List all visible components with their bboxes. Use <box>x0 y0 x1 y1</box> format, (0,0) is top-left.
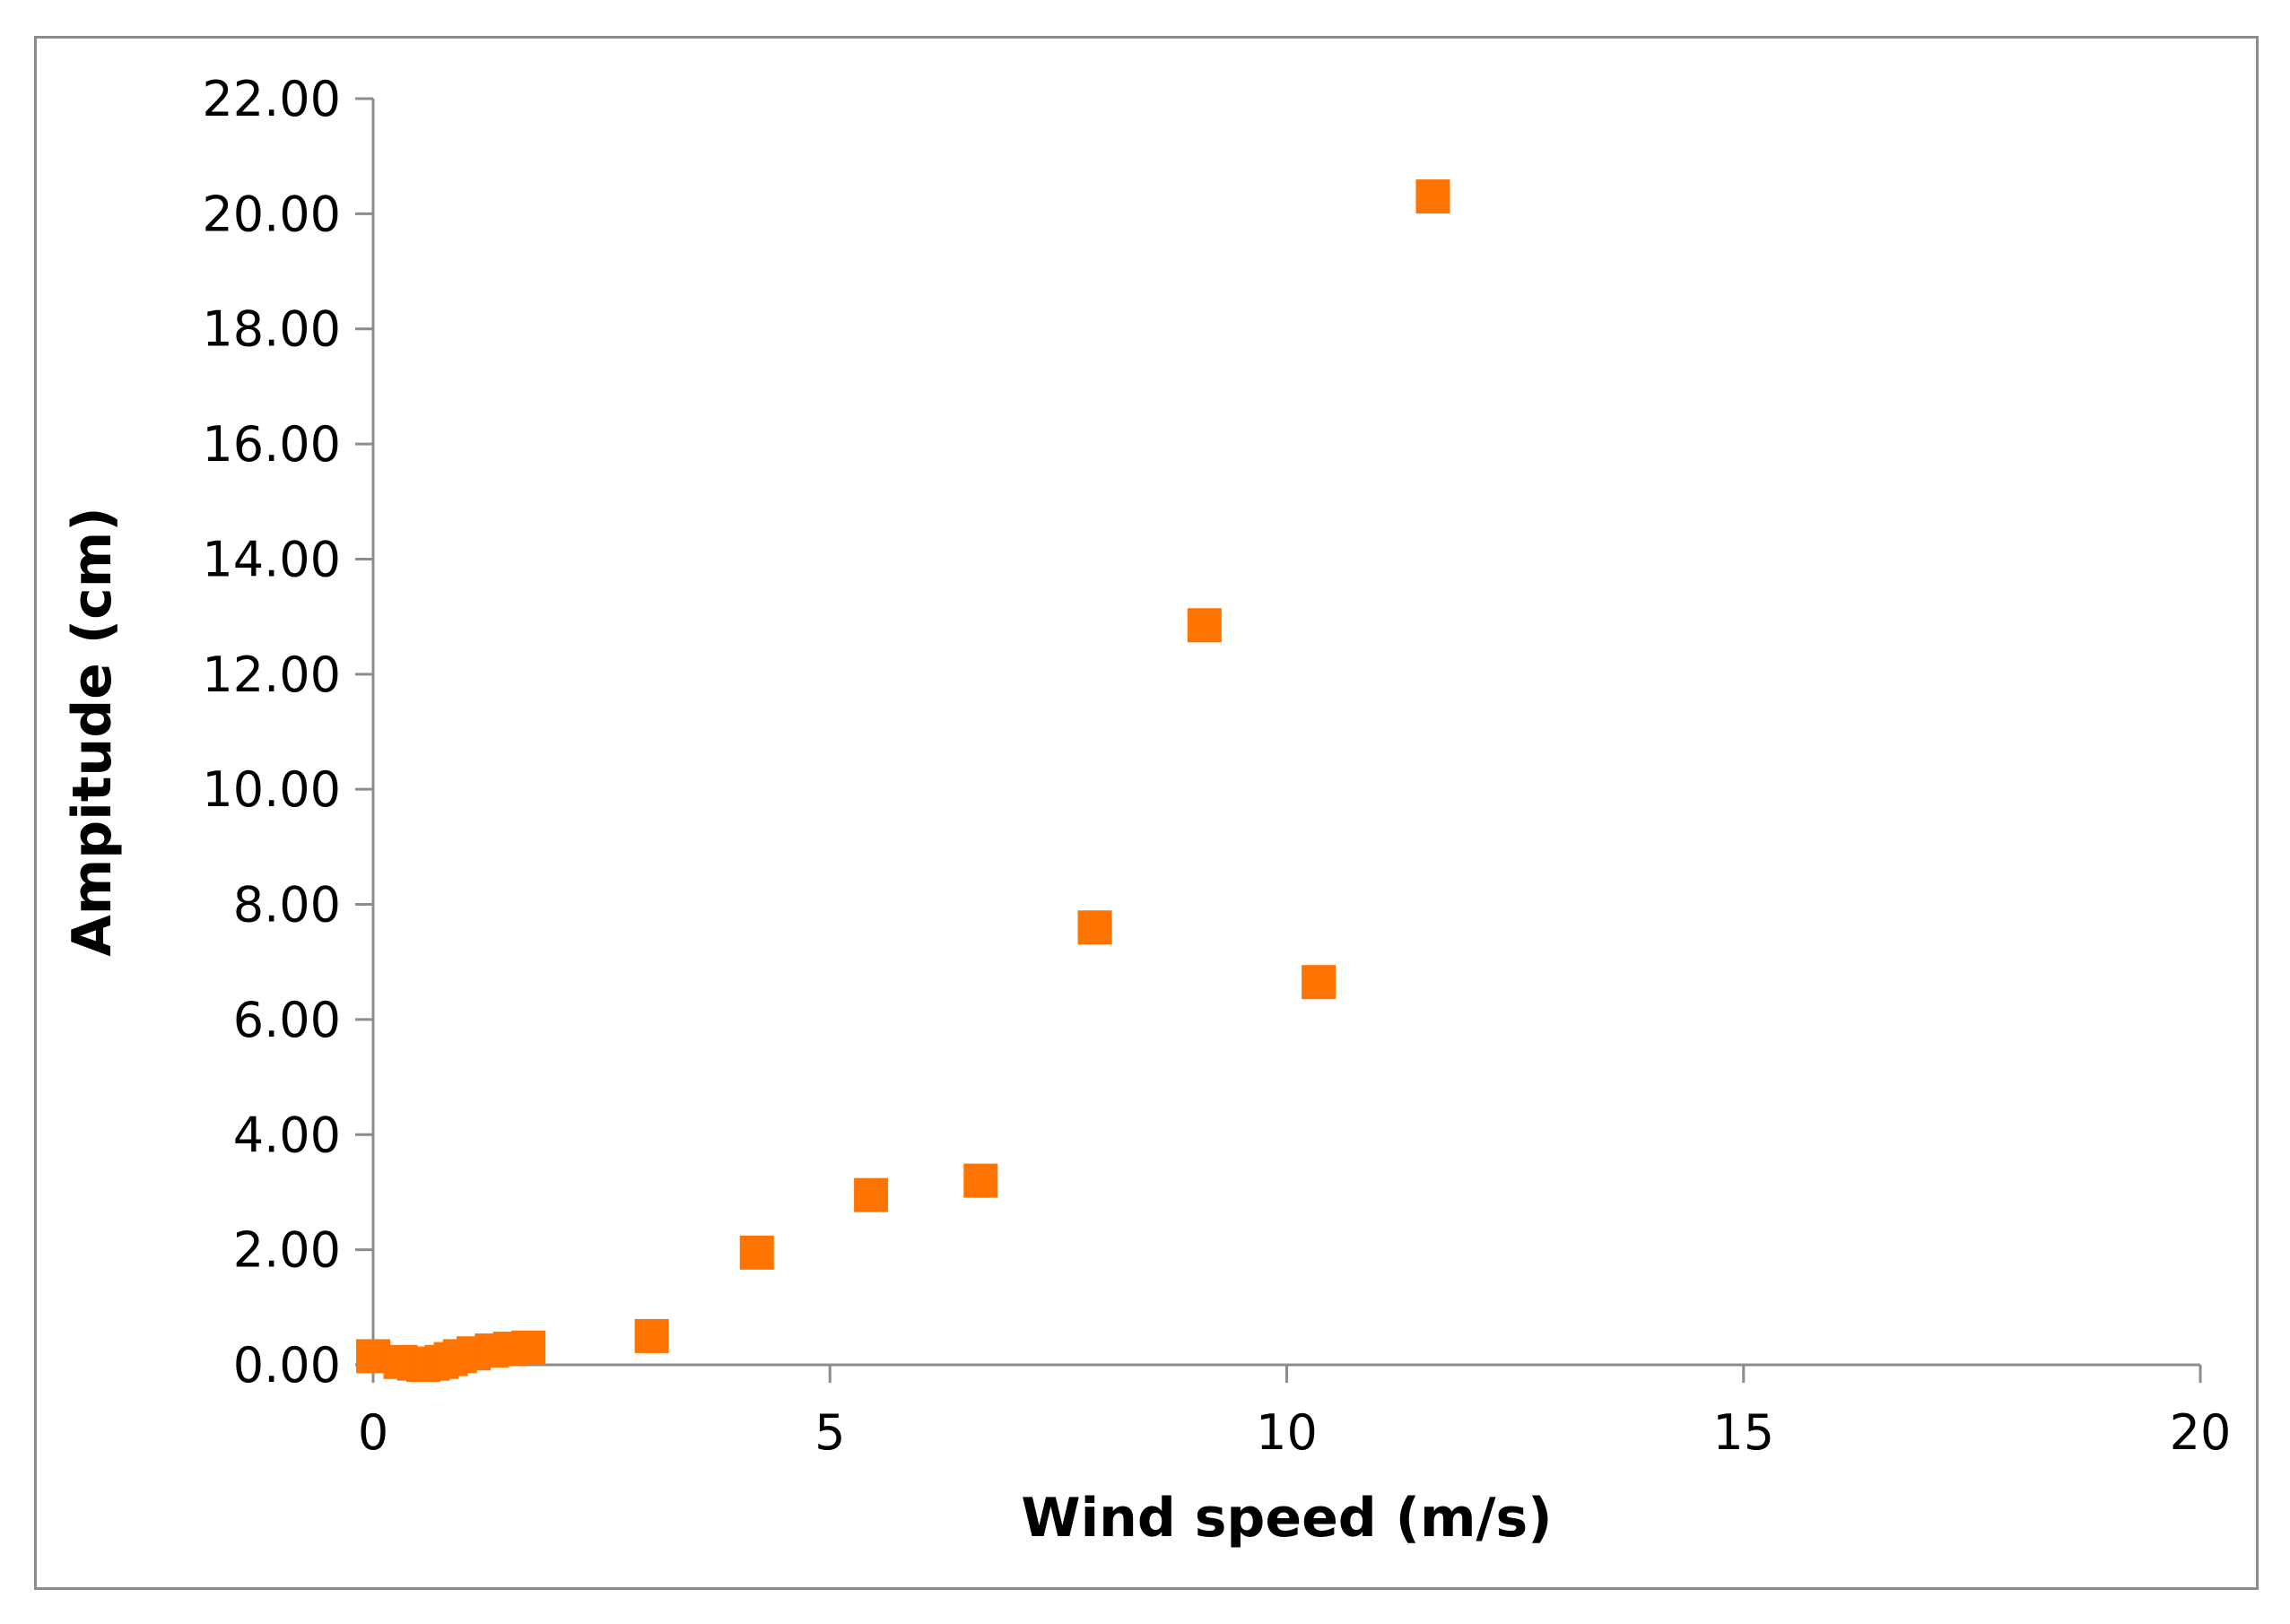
y-tick-label: 12.00 <box>202 647 341 703</box>
data-point <box>634 1318 669 1353</box>
y-tick-label: 6.00 <box>233 992 341 1048</box>
y-axis: 0.00 2.00 4.00 6.00 8.00 10.00 12.00 14.00 16.00… <box>202 71 375 1394</box>
data-point <box>963 1163 998 1198</box>
y-tick-label: 10.00 <box>202 761 341 818</box>
data-point <box>739 1235 774 1270</box>
chart-frame: 0.00 2.00 4.00 6.00 8.00 10.00 12.00 14.00 16.00… <box>34 36 2259 1590</box>
y-tick-label: 0.00 <box>233 1337 341 1394</box>
x-tick-label: 5 <box>814 1404 845 1461</box>
y-tick-label: 14.00 <box>202 531 341 587</box>
data-point <box>854 1177 889 1212</box>
y-tick-label: 22.00 <box>202 71 341 127</box>
data-point <box>1187 608 1222 643</box>
y-tick-label: 18.00 <box>202 301 341 358</box>
x-axis-title: Wind speed (m/s) <box>1021 1487 1552 1550</box>
data-point <box>1302 965 1337 1000</box>
y-tick-label: 8.00 <box>233 877 341 934</box>
y-tick-label: 4.00 <box>233 1107 341 1163</box>
x-tick-label: 0 <box>358 1404 388 1461</box>
data-point <box>1415 179 1450 214</box>
x-tick-label: 20 <box>2170 1404 2232 1461</box>
y-tick-label: 2.00 <box>233 1222 341 1279</box>
y-axis-title: Ampitude (cm) <box>61 507 124 956</box>
y-tick-label: 20.00 <box>202 186 341 242</box>
x-axis: 0 5 10 15 20 <box>358 1363 2232 1461</box>
data-point <box>511 1330 546 1365</box>
x-tick-label: 15 <box>1712 1404 1774 1461</box>
data-point <box>1077 910 1112 945</box>
scatter-chart: 0.00 2.00 4.00 6.00 8.00 10.00 12.00 14.00 16.00… <box>61 71 2232 1550</box>
x-tick-label: 10 <box>1256 1404 1318 1461</box>
y-tick-label: 16.00 <box>202 416 341 473</box>
data-points <box>356 179 1450 1382</box>
